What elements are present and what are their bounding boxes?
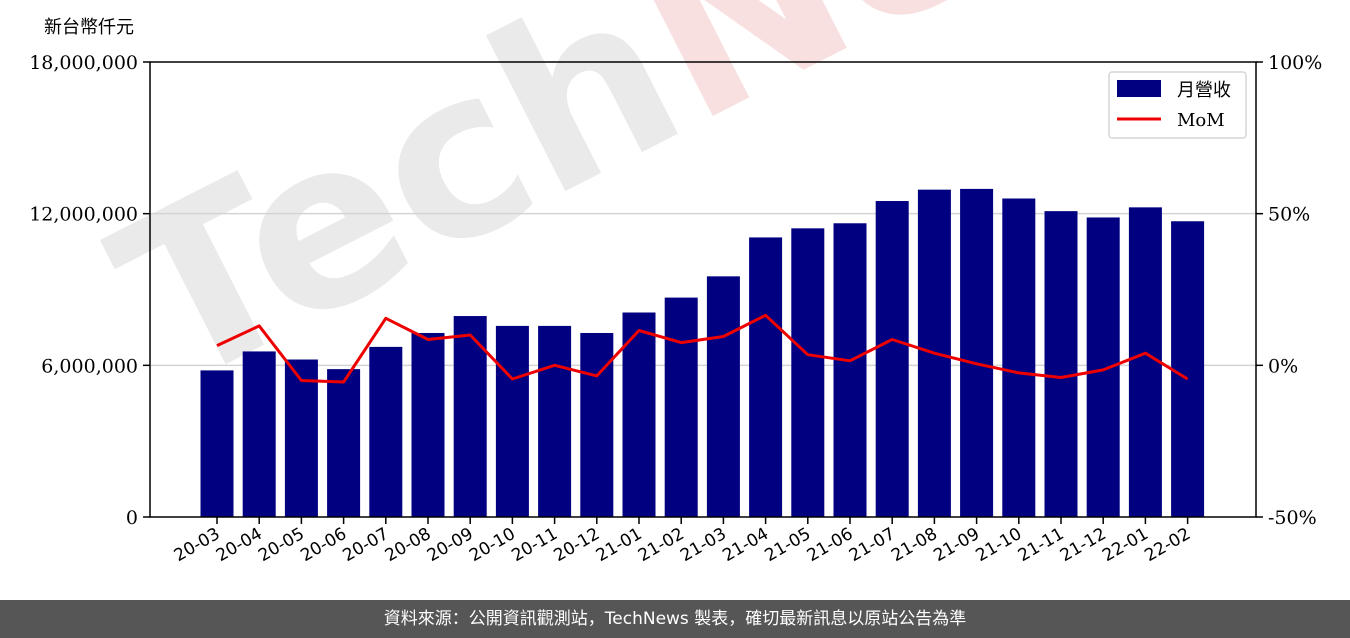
x-tick-label: 20-04 (213, 524, 266, 566)
x-tick-label: 21-03 (677, 524, 730, 566)
bar (200, 370, 234, 517)
left-tick-label: 18,000,000 (29, 52, 138, 74)
x-tick-label: 20-09 (424, 524, 477, 566)
unit-label: 新台幣仟元 (44, 17, 134, 38)
bar (284, 359, 318, 517)
bar (791, 228, 825, 518)
right-tick-label: -50% (1268, 507, 1317, 529)
bar (1044, 211, 1078, 517)
bar (749, 237, 783, 517)
x-tick-label: 21-09 (930, 524, 983, 566)
x-tick-label: 20-11 (508, 524, 561, 566)
bar (1086, 217, 1120, 518)
bar (875, 201, 909, 517)
right-tick-label: 50% (1268, 204, 1310, 226)
legend: 月營收 MoM (1108, 71, 1247, 139)
x-tick-label: 21-04 (719, 524, 772, 566)
x-tick-label: 22-02 (1141, 524, 1194, 566)
bar (453, 316, 487, 517)
x-tick-label: 21-08 (888, 524, 941, 566)
mom-line (216, 313, 1189, 384)
x-tick-label: 22-01 (1099, 524, 1152, 566)
bar (580, 332, 614, 517)
bar (327, 369, 361, 517)
bar (706, 276, 740, 517)
x-tick-label: 20-10 (466, 524, 519, 566)
x-tick-label: 21-07 (846, 524, 899, 566)
footer-source-note: 資料來源：公開資訊觀測站，TechNews 製表，確切最新訊息以原站公告為準 (0, 600, 1350, 638)
x-tick-label: 21-11 (1015, 524, 1068, 566)
bar (960, 188, 994, 517)
bar (538, 325, 572, 517)
x-tick-label: 21-10 (973, 524, 1026, 566)
x-tick-label: 21-05 (762, 524, 815, 566)
x-tick-label: 21-01 (593, 524, 646, 566)
right-tick-label: 0% (1268, 355, 1298, 377)
line-series (216, 313, 1189, 384)
left-tick-label: 12,000,000 (29, 204, 138, 226)
plot-frame (149, 61, 1257, 518)
bar (369, 346, 403, 517)
chart: TechNews 新台幣仟元 06,000,00012,000,00018,00… (29, 0, 1341, 566)
x-tick-label: 20-06 (297, 524, 350, 566)
bar (664, 297, 698, 517)
legend-label-revenue: 月營收 (1177, 80, 1231, 101)
bar (833, 223, 867, 517)
x-tick-label: 20-08 (382, 524, 435, 566)
x-tick-label: 21-06 (804, 524, 857, 566)
bar (622, 312, 656, 517)
x-tick-label: 21-02 (635, 524, 688, 566)
x-tick-label: 20-03 (171, 524, 224, 566)
left-tick-label: 6,000,000 (41, 355, 138, 377)
x-tick-label: 21-12 (1057, 524, 1110, 566)
x-tick-label: 20-05 (255, 524, 308, 566)
bar-series (200, 188, 1205, 518)
left-tick-label: 0 (126, 507, 138, 529)
x-tick-label: 20-07 (340, 524, 393, 566)
bar (242, 351, 276, 517)
bar (1128, 207, 1162, 517)
bar (1171, 221, 1205, 517)
bar (495, 325, 529, 517)
bar (411, 332, 445, 517)
right-tick-label: 100% (1268, 52, 1322, 74)
legend-label-mom: MoM (1177, 110, 1225, 131)
legend-swatch-revenue (1117, 80, 1161, 97)
x-tick-label: 20-12 (551, 524, 604, 566)
bar (1002, 198, 1036, 517)
